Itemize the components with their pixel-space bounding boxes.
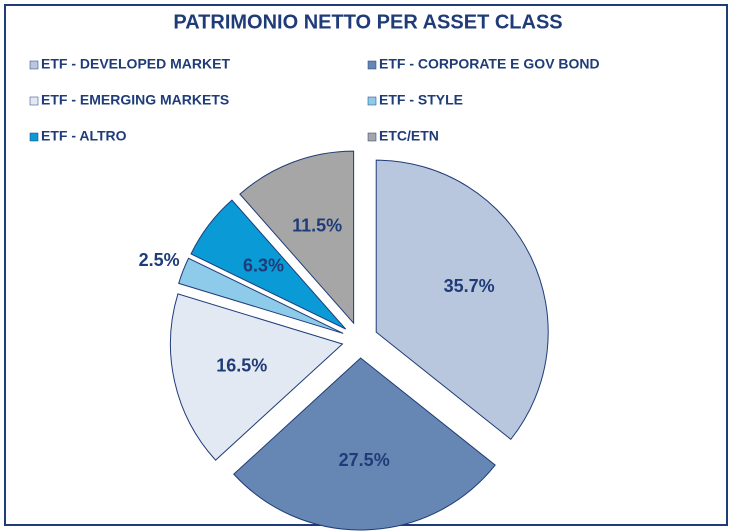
chart-title: PATRIMONIO NETTO PER ASSET CLASS [173,11,562,33]
slice-label: 27.5% [339,450,390,470]
slice-label: 35.7% [444,276,495,296]
legend-label: ETF - ALTRO [41,128,127,144]
pie-slice [233,357,496,531]
legend-label: ETF - CORPORATE E GOV BOND [379,56,600,72]
slice-label: 11.5% [292,215,342,235]
legend-swatch [367,96,377,106]
pie-slice [169,293,344,461]
pie-slice [190,199,347,330]
legend-swatch [29,96,39,106]
slice-label: 16.5% [216,356,267,376]
slice-label: 6.3% [243,255,284,275]
pie-slice [239,150,355,325]
pie-slice [178,257,344,334]
legend-swatch [367,60,377,70]
legend-label: ETC/ETN [379,128,439,144]
legend-label: ETF - EMERGING MARKETS [41,92,229,108]
pie-slice [375,159,549,441]
legend-label: ETF - STYLE [379,92,463,108]
legend-swatch [29,60,39,70]
legend-swatch [367,132,377,142]
legend-swatch [29,132,39,142]
legend-label: ETF - DEVELOPED MARKET [41,56,230,72]
slice-label: 2.5% [139,250,180,270]
